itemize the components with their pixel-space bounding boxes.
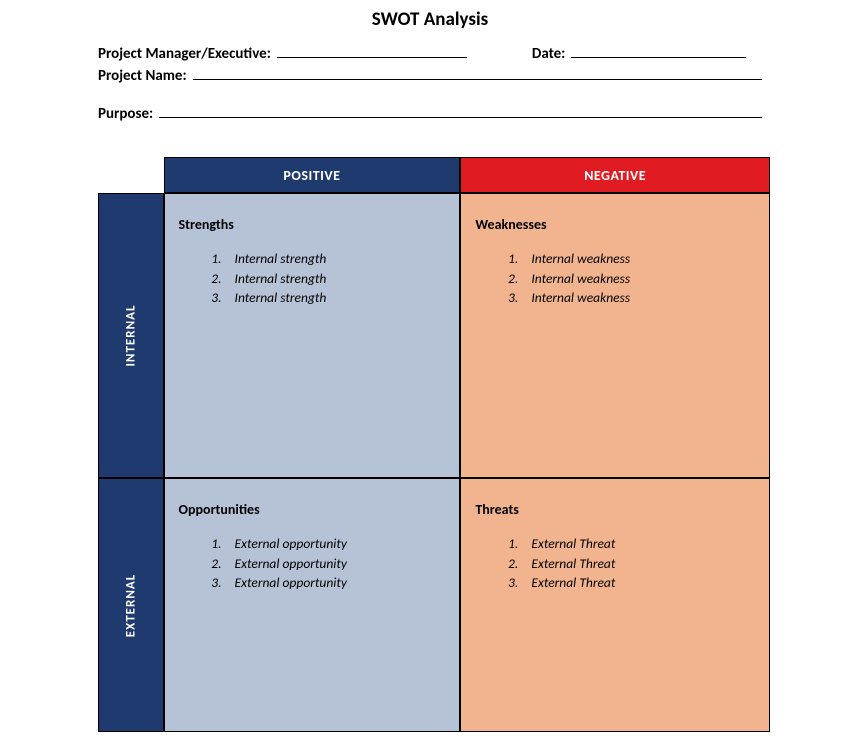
internal-label: INTERNAL [123,304,138,366]
field-row-purpose: Purpose: [98,105,762,123]
list-item: External Threat [521,573,755,593]
column-header-row: POSITIVE NEGATIVE [98,157,770,193]
list-item: External opportunity [225,534,446,554]
header-fields: Project Manager/Executive: Date: Project… [0,45,860,123]
external-row-header: EXTERNAL [98,478,164,732]
list-item: Internal weakness [521,269,755,289]
opportunities-cell: Opportunities External opportunity Exter… [164,478,461,732]
opportunities-list: External opportunity External opportunit… [179,534,446,593]
list-item: Internal weakness [521,249,755,269]
threats-title: Threats [475,501,755,518]
negative-column-header: NEGATIVE [460,157,770,193]
list-item: Internal strength [225,269,446,289]
page-title: SWOT Analysis [0,8,860,31]
external-label: EXTERNAL [123,573,138,637]
internal-row: INTERNAL Strengths Internal strength Int… [98,193,770,478]
strengths-list: Internal strength Internal strength Inte… [179,249,446,308]
list-item: External opportunity [225,573,446,593]
strengths-cell: Strengths Internal strength Internal str… [164,193,461,478]
field-row-pm-date: Project Manager/Executive: Date: [98,45,762,63]
project-manager-label: Project Manager/Executive: [98,45,271,63]
list-item: External Threat [521,534,755,554]
project-name-label: Project Name: [98,67,187,85]
corner-cell [98,157,164,193]
project-manager-underline [277,57,467,58]
weaknesses-cell: Weaknesses Internal weakness Internal we… [460,193,770,478]
internal-row-header: INTERNAL [98,193,164,478]
external-row: EXTERNAL Opportunities External opportun… [98,478,770,732]
date-label: Date: [532,45,565,63]
positive-column-header: POSITIVE [164,157,461,193]
list-item: External opportunity [225,554,446,574]
strengths-title: Strengths [179,216,446,233]
opportunities-title: Opportunities [179,501,446,518]
threats-cell: Threats External Threat External Threat … [460,478,770,732]
list-item: External Threat [521,554,755,574]
list-item: Internal strength [225,288,446,308]
date-underline [571,57,746,58]
list-item: Internal strength [225,249,446,269]
swot-matrix: POSITIVE NEGATIVE INTERNAL Strengths Int… [98,157,770,732]
threats-list: External Threat External Threat External… [475,534,755,593]
list-item: Internal weakness [521,288,755,308]
weaknesses-list: Internal weakness Internal weakness Inte… [475,249,755,308]
weaknesses-title: Weaknesses [475,216,755,233]
purpose-underline [159,117,762,118]
field-row-project-name: Project Name: [98,67,762,85]
project-name-underline [193,79,762,80]
purpose-label: Purpose: [98,105,153,123]
